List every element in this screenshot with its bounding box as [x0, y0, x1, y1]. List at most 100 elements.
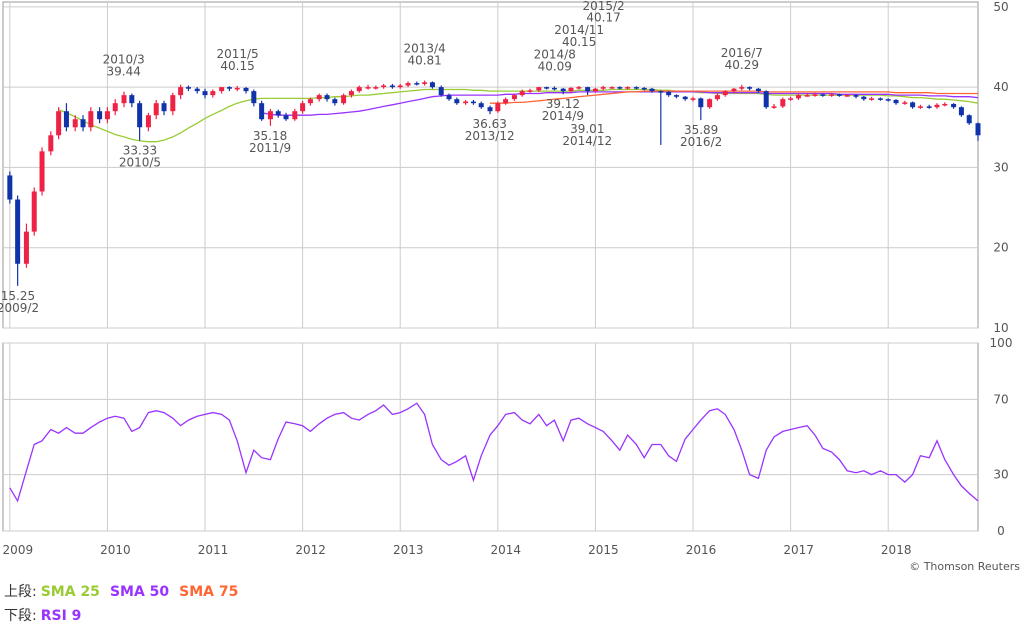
y-tick-label: 100 [990, 336, 1013, 350]
candle-body [649, 88, 655, 92]
candle-body [300, 103, 306, 112]
x-tick-label: 2016 [686, 543, 717, 557]
candle-body [389, 85, 395, 88]
candle-body [926, 106, 932, 108]
y-tick-label: 30 [993, 468, 1008, 482]
candle-body [226, 87, 232, 89]
annotation-line: 39.44 [107, 65, 141, 79]
candle-body [23, 231, 29, 264]
annotation-line: 40.81 [407, 54, 441, 68]
candle-body [942, 103, 948, 106]
candle-body [658, 91, 664, 93]
legend-entry: SMA 50 [110, 584, 169, 600]
x-tick-label: 2017 [783, 543, 814, 557]
candle-body [885, 99, 891, 101]
candle-body [429, 82, 435, 88]
x-tick-label: 2018 [881, 543, 912, 557]
candle-body [219, 87, 225, 92]
candle-body [812, 94, 818, 96]
candle-body [373, 87, 379, 89]
candle-body [707, 99, 713, 108]
x-tick-label: 2011 [198, 543, 229, 557]
candle-body [804, 95, 810, 97]
annotation-line: 33.33 [123, 144, 157, 158]
y-tick-label: 10 [993, 321, 1008, 335]
candle-body [356, 87, 362, 92]
annotation-line: 35.18 [253, 129, 287, 143]
annotation-line: 2016/7 [721, 46, 763, 60]
candle-body [178, 87, 184, 96]
candle-body [170, 95, 176, 112]
candle-body [405, 83, 411, 86]
y-tick-label: 30 [993, 160, 1008, 174]
candle-body [503, 99, 509, 104]
candle-body [917, 106, 923, 108]
x-tick-label: 2014 [491, 543, 522, 557]
candle-body [877, 98, 883, 100]
candle-body [63, 111, 69, 128]
legend-entry: SMA 75 [179, 584, 238, 600]
legend-entry: RSI 9 [41, 608, 82, 624]
candle-body [348, 91, 354, 96]
candle-body [519, 91, 525, 96]
candle-body [690, 98, 696, 100]
candle-body [104, 111, 110, 120]
annotation: 33.33 2010/5 [119, 144, 161, 170]
candle-body [673, 95, 679, 97]
candle-body [446, 95, 452, 100]
annotation: 2014/8 40.09 [534, 47, 576, 73]
candle-body [470, 101, 476, 104]
annotation-line: 2014/12 [562, 134, 612, 148]
y-tick-label: 0 [997, 524, 1005, 538]
candle-body [682, 96, 688, 100]
candle-body [112, 103, 118, 112]
candle-body [600, 87, 606, 89]
candle-body [836, 94, 842, 96]
y-tick-label: 20 [993, 241, 1008, 255]
candle-body [422, 82, 428, 84]
candle-body [731, 88, 737, 92]
annotation: 39.12 2014/9 [542, 97, 584, 123]
y-tick-label: 50 [993, 0, 1008, 14]
candle-body [780, 99, 786, 107]
candle-body [551, 87, 557, 90]
candle-body [185, 87, 191, 89]
candle-body [39, 151, 45, 192]
legend: 上段: SMA 25 SMA 50 SMA 75 [4, 584, 238, 600]
candle-body [145, 115, 151, 128]
legend: 下段: RSI 9 [4, 608, 81, 624]
sma-line [261, 91, 979, 116]
candle-body [966, 115, 972, 124]
y-tick-label: 70 [993, 392, 1008, 406]
annotation-line: 2011/5 [216, 47, 258, 61]
candle-body [210, 91, 216, 96]
candle-body [267, 111, 273, 120]
candle-body [739, 87, 745, 89]
annotation: 2013/4 40.81 [404, 42, 446, 68]
candle-body [820, 94, 826, 96]
candle-body [536, 87, 542, 91]
x-tick-label: 2012 [295, 543, 326, 557]
annotation: 2015/2 40.17 [582, 0, 624, 25]
x-tick-label: 2015 [588, 543, 619, 557]
candle-body [15, 199, 21, 264]
candle-body [397, 85, 403, 88]
annotation-line: 2014/9 [542, 109, 584, 123]
annotation-line: 2014/11 [554, 23, 604, 37]
annotation-line: 39.12 [546, 97, 580, 111]
candle-body [576, 87, 582, 89]
candle-body [332, 99, 338, 104]
candle-body [495, 103, 501, 112]
candle-body [283, 115, 289, 120]
candle-body [625, 87, 631, 89]
candle-body [72, 119, 78, 128]
annotation: 15.25 2009/2 [0, 289, 39, 315]
annotation-line: 2013/12 [465, 129, 515, 143]
legend-label: 下段: [4, 608, 37, 624]
x-tick-label: 2013 [393, 543, 424, 557]
candle-body [137, 103, 143, 128]
candle-body [869, 98, 875, 100]
annotation-line: 35.89 [684, 123, 718, 137]
candle-body [31, 191, 37, 232]
candle-body [722, 91, 728, 96]
